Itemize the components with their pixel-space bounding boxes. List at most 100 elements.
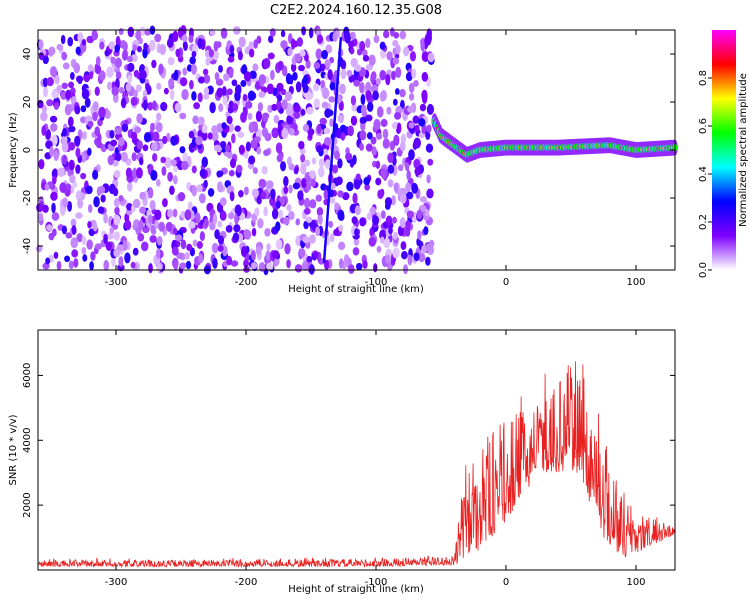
heatmap-cell	[244, 186, 249, 196]
heatmap-cell	[69, 72, 75, 80]
y-tick-label: 6000	[22, 363, 33, 388]
heatmap-cell	[213, 144, 222, 152]
heatmap-cell	[373, 263, 378, 273]
heatmap-cell	[408, 82, 415, 93]
heatmap-cell	[48, 46, 56, 56]
heatmap-cell	[207, 132, 213, 140]
heatmap-cell	[413, 79, 419, 87]
heatmap-cell	[286, 116, 294, 125]
heatmap-cell	[186, 64, 193, 72]
heatmap-cell	[154, 219, 160, 230]
heatmap-cell	[359, 82, 365, 94]
heatmap-cell	[414, 124, 420, 133]
heatmap-cell	[191, 91, 197, 101]
heatmap-cell	[426, 103, 434, 115]
heatmap-cell	[362, 260, 368, 269]
heatmap-cell	[220, 210, 227, 221]
heatmap-cell	[426, 124, 432, 133]
heatmap-cell	[421, 71, 429, 82]
heatmap-cell	[197, 116, 205, 126]
heatmap-cell	[368, 54, 376, 66]
heatmap-cell	[308, 170, 316, 180]
heatmap-cell	[308, 127, 313, 140]
heatmap-cell	[391, 70, 396, 81]
heatmap-cell	[287, 47, 293, 57]
heatmap-cell	[111, 86, 119, 96]
heatmap-cell	[226, 149, 233, 159]
heatmap-cell	[238, 190, 244, 198]
heatmap-cell	[38, 159, 45, 170]
heatmap-cell	[208, 49, 214, 58]
heatmap-cell	[113, 231, 120, 241]
heatmap-cell	[125, 82, 132, 92]
heatmap-cell	[263, 149, 270, 157]
heatmap-cell	[368, 236, 377, 247]
heatmap-cell	[214, 72, 220, 81]
heatmap-cell	[95, 64, 102, 75]
heatmap-cell	[302, 84, 309, 94]
heatmap-cell	[227, 56, 235, 63]
heatmap-cell	[247, 112, 253, 121]
heatmap-streak	[322, 37, 343, 263]
heatmap-cell	[196, 184, 203, 193]
heatmap-cell	[270, 188, 276, 200]
heatmap-cell	[80, 192, 86, 200]
heatmap-cell	[148, 263, 153, 274]
heatmap-cell	[197, 129, 203, 138]
heatmap-cell	[300, 163, 307, 175]
heatmap-cell	[203, 87, 210, 95]
heatmap-cell	[332, 31, 338, 42]
heatmap-cell	[226, 115, 233, 125]
heatmap-cell	[65, 232, 73, 239]
heatmap-cell	[232, 103, 239, 111]
heatmap-cell	[84, 97, 91, 108]
heatmap-cell	[256, 146, 262, 155]
heatmap-cell	[352, 247, 360, 256]
heatmap-cell	[150, 142, 158, 152]
heatmap-cell	[243, 229, 252, 240]
heatmap-cell	[380, 236, 385, 244]
heatmap-cell	[261, 165, 268, 175]
heatmap-cell	[254, 207, 260, 217]
heatmap-cell	[416, 209, 423, 220]
heatmap-cell	[406, 170, 411, 181]
heatmap-cell	[375, 177, 382, 186]
heatmap-cell	[67, 36, 74, 47]
heatmap-cell	[223, 73, 230, 82]
heatmap-cell	[305, 59, 311, 69]
heatmap-cell	[363, 177, 370, 186]
x-tick-label: -200	[235, 277, 258, 288]
heatmap-cell	[143, 99, 148, 111]
heatmap-cell	[61, 225, 67, 235]
heatmap-cell	[302, 123, 310, 132]
heatmap-cell	[162, 135, 168, 145]
heatmap-cell	[96, 141, 103, 149]
heatmap-cell	[266, 83, 274, 95]
heatmap-cell	[234, 84, 242, 95]
heatmap-cell	[427, 52, 435, 63]
heatmap-cell	[266, 262, 274, 271]
heatmap-cell	[45, 257, 51, 265]
heatmap-cell	[408, 122, 415, 129]
heatmap-cell	[332, 164, 339, 174]
heatmap-cell	[248, 121, 256, 134]
heatmap-cell	[137, 45, 142, 53]
heatmap-cell	[350, 95, 357, 106]
chart-title: C2E2.2024.160.12.35.G08	[270, 3, 442, 18]
heatmap-cell	[353, 178, 361, 190]
heatmap-cell	[321, 101, 329, 109]
heatmap-cell	[316, 206, 324, 217]
heatmap-cell	[115, 35, 121, 47]
heatmap-cell	[238, 144, 245, 155]
heatmap-cell	[81, 88, 90, 100]
heatmap-cell	[376, 106, 384, 118]
heatmap-cell	[51, 175, 57, 185]
heatmap-cell	[133, 69, 140, 78]
heatmap-cell	[64, 104, 72, 116]
heatmap-cell	[315, 194, 322, 202]
heatmap-cell	[159, 43, 167, 56]
heatmap-cell	[44, 183, 50, 191]
heatmap-cell	[306, 90, 312, 101]
heatmap-cell	[181, 89, 189, 101]
heatmap-cell	[97, 132, 102, 144]
